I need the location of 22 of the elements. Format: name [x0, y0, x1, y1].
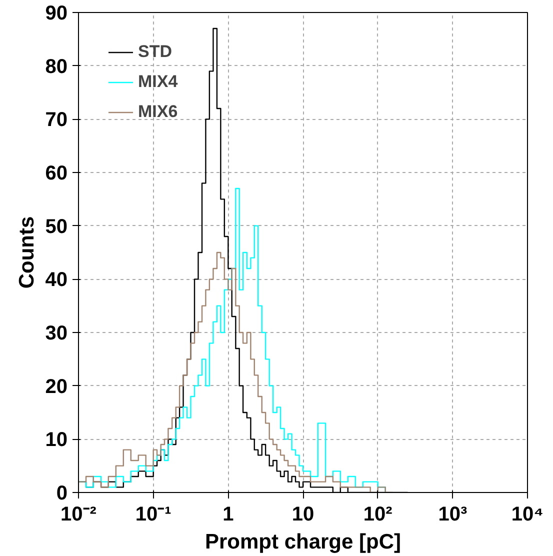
y-tick-label: 70 — [45, 109, 68, 132]
x-tick-label: 10² — [363, 504, 393, 526]
x-tick-label: 10³ — [438, 504, 468, 526]
x-axis-title: Prompt charge [pC] — [204, 530, 402, 554]
y-axis-title: Counts — [15, 216, 38, 289]
y-tick-label: 20 — [45, 376, 68, 398]
x-tick-label: 10⁻¹ — [135, 504, 172, 526]
y-tick-label: 80 — [45, 56, 68, 78]
y-tick-label: 60 — [45, 162, 68, 184]
y-tick-label: 90 — [45, 2, 68, 24]
legend-label: MIX4 — [138, 72, 178, 92]
y-tick-label: 50 — [45, 216, 68, 238]
y-tick-label: 30 — [45, 322, 68, 344]
legend-label: MIX6 — [138, 102, 178, 122]
y-tick-label: 40 — [45, 269, 68, 292]
x-tick-label: 10⁻² — [60, 504, 97, 526]
y-tick-label: 0 — [56, 482, 68, 504]
y-tick-label: 10 — [45, 429, 68, 452]
x-tick-label: 10 — [292, 504, 314, 526]
legend-label: STD — [138, 42, 172, 62]
x-tick-label: 10⁴ — [511, 504, 544, 526]
x-tick-label: 1 — [222, 504, 234, 526]
